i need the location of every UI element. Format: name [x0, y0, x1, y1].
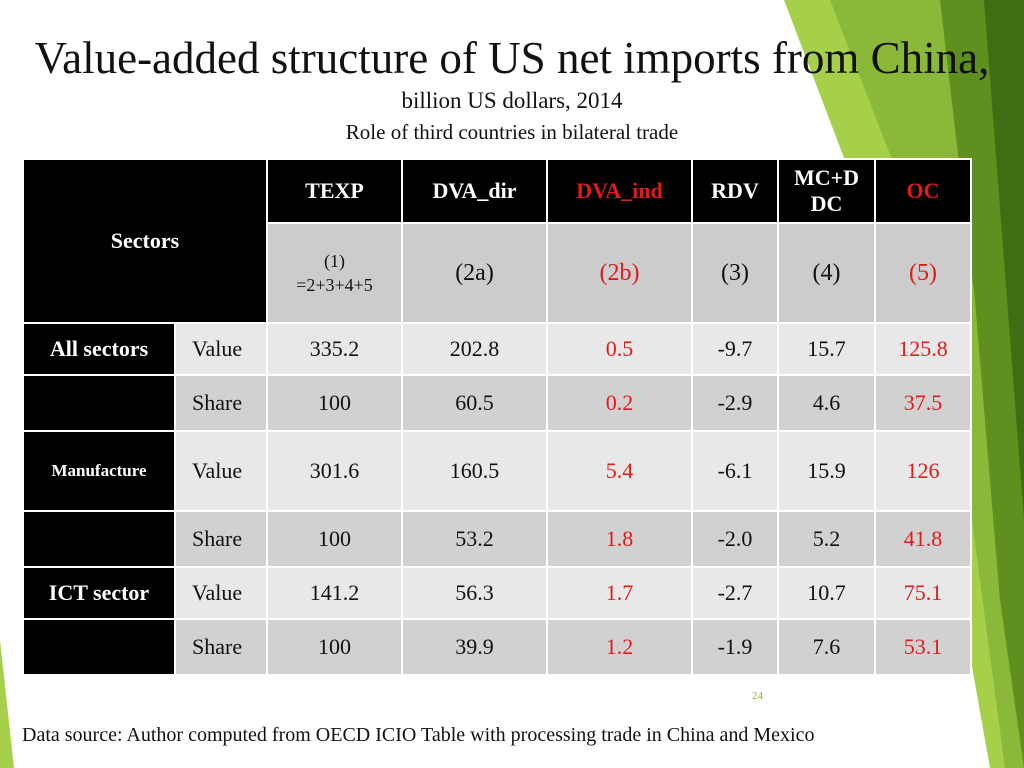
- row-kind: Value: [173, 322, 269, 376]
- cell-rdv: -2.7: [691, 566, 780, 620]
- cell-mc-ddc: 4.6: [777, 374, 877, 432]
- cell-dva-dir: 39.9: [401, 618, 549, 676]
- sector-label: Manufacture: [22, 430, 176, 512]
- cell-dva-dir: 202.8: [401, 322, 549, 376]
- data-source-note: Data source: Author computed from OECD I…: [22, 724, 815, 746]
- table-row: Share 100 60.5 0.2 -2.9 4.6 37.5: [22, 374, 973, 432]
- col-code-rdv: (3): [691, 222, 780, 324]
- slide-subtitle-2: Role of third countries in bilateral tra…: [345, 120, 679, 144]
- col-code-texp-line1: (1): [324, 251, 346, 271]
- cell-rdv: -9.7: [691, 322, 780, 376]
- cell-texp: 100: [266, 374, 404, 432]
- col-header-mc-ddc-line1: MC+D: [793, 165, 860, 190]
- cell-dva-ind: 5.4: [546, 430, 694, 512]
- cell-rdv: -2.9: [691, 374, 780, 432]
- cell-mc-ddc: 15.9: [777, 430, 877, 512]
- cell-rdv: -1.9: [691, 618, 780, 676]
- col-header-mc-ddc: MC+D DC: [777, 158, 877, 224]
- cell-dva-dir: 60.5: [401, 374, 549, 432]
- cell-texp: 335.2: [266, 322, 404, 376]
- cell-texp: 141.2: [266, 566, 404, 620]
- col-code-mc-ddc: (4): [777, 222, 877, 324]
- row-kind: Value: [173, 430, 269, 512]
- sector-label: [22, 510, 176, 568]
- cell-dva-dir: 56.3: [401, 566, 549, 620]
- cell-texp: 301.6: [266, 430, 404, 512]
- table-row: Share 100 53.2 1.8 -2.0 5.2 41.8: [22, 510, 973, 568]
- cell-oc: 125.8: [874, 322, 973, 376]
- col-header-dva-ind: DVA_ind: [546, 158, 694, 224]
- cell-rdv: -2.0: [691, 510, 780, 568]
- cell-dva-ind: 1.7: [546, 566, 694, 620]
- col-code-oc: (5): [874, 222, 973, 324]
- cell-oc: 37.5: [874, 374, 973, 432]
- row-kind: Share: [173, 374, 269, 432]
- cell-oc: 41.8: [874, 510, 973, 568]
- cell-mc-ddc: 7.6: [777, 618, 877, 676]
- table-row: ICT sector Value 141.2 56.3 1.7 -2.7 10.…: [22, 566, 973, 620]
- cell-dva-ind: 0.2: [546, 374, 694, 432]
- sector-label: ICT sector: [22, 566, 176, 620]
- col-code-texp-line2: =2+3+4+5: [296, 275, 373, 295]
- page-number: 24: [752, 690, 763, 702]
- col-code-dva-dir: (2a): [401, 222, 549, 324]
- table-row: Manufacture Value 301.6 160.5 5.4 -6.1 1…: [22, 430, 973, 512]
- cell-mc-ddc: 5.2: [777, 510, 877, 568]
- col-header-mc-ddc-line2: DC: [810, 191, 843, 216]
- cell-texp: 100: [266, 510, 404, 568]
- slide-subtitle: billion US dollars, 2014: [401, 88, 623, 113]
- cell-dva-ind: 0.5: [546, 322, 694, 376]
- col-header-rdv: RDV: [691, 158, 780, 224]
- col-header-texp: TEXP: [266, 158, 404, 224]
- row-kind: Share: [173, 618, 269, 676]
- cell-dva-ind: 1.8: [546, 510, 694, 568]
- sectors-header: Sectors: [21, 158, 269, 324]
- cell-oc: 126: [874, 430, 973, 512]
- cell-mc-ddc: 10.7: [777, 566, 877, 620]
- sector-label: [22, 374, 176, 432]
- row-kind: Share: [173, 510, 269, 568]
- row-kind: Value: [173, 566, 269, 620]
- table-row: All sectors Value 335.2 202.8 0.5 -9.7 1…: [22, 322, 973, 376]
- value-added-table: Sectors TEXP DVA_dir DVA_ind RDV MC+D DC…: [21, 158, 973, 676]
- table-row: Share 100 39.9 1.2 -1.9 7.6 53.1: [22, 618, 973, 676]
- col-code-texp: (1) =2+3+4+5: [266, 222, 404, 324]
- cell-oc: 75.1: [874, 566, 973, 620]
- cell-dva-dir: 160.5: [401, 430, 549, 512]
- cell-dva-dir: 53.2: [401, 510, 549, 568]
- sector-label: All sectors: [22, 322, 176, 376]
- cell-dva-ind: 1.2: [546, 618, 694, 676]
- col-header-dva-dir: DVA_dir: [401, 158, 549, 224]
- cell-rdv: -6.1: [691, 430, 780, 512]
- col-header-oc: OC: [874, 158, 973, 224]
- sector-label: [22, 618, 176, 676]
- cell-mc-ddc: 15.7: [777, 322, 877, 376]
- col-code-dva-ind: (2b): [546, 222, 694, 324]
- cell-oc: 53.1: [874, 618, 973, 676]
- slide-title: Value-added structure of US net imports …: [34, 33, 990, 83]
- cell-texp: 100: [266, 618, 404, 676]
